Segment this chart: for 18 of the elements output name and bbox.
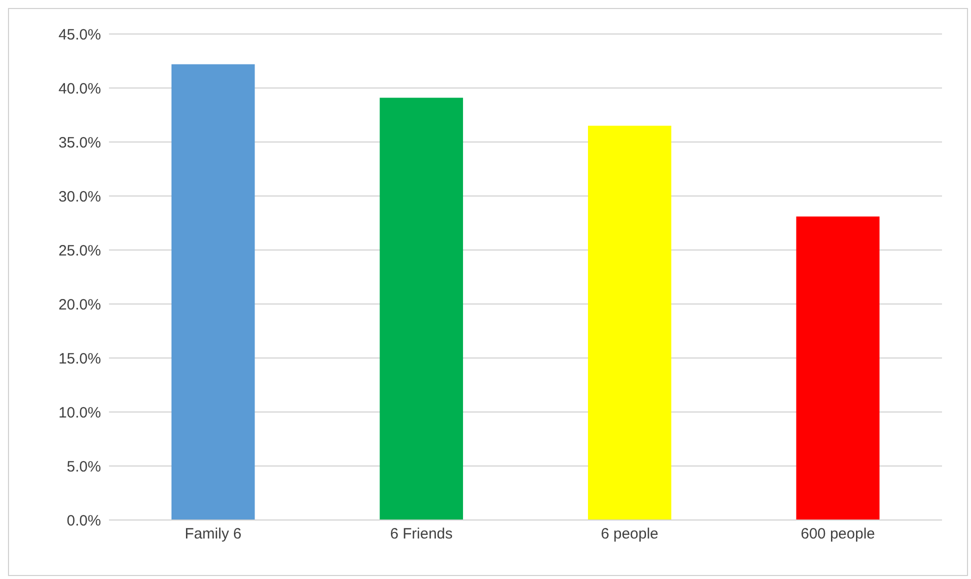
x-tick-label: 6 people (600, 526, 658, 543)
x-tick-label: 600 people (800, 526, 875, 543)
y-tick-label: 40.0% (58, 80, 101, 98)
y-tick-label: 45.0% (58, 26, 101, 44)
y-tick-label: 0.0% (66, 512, 101, 530)
y-tick-label: 5.0% (66, 458, 101, 476)
bar (796, 216, 880, 520)
y-tick-label: 30.0% (58, 188, 101, 206)
y-tick-label: 20.0% (58, 296, 101, 314)
bar (588, 126, 672, 520)
x-tick-label: 6 Friends (390, 526, 453, 543)
y-tick-label: 25.0% (58, 242, 101, 260)
x-tick-label: Family 6 (184, 526, 242, 543)
y-tick-label: 10.0% (58, 404, 101, 422)
y-tick-label: 35.0% (58, 134, 101, 152)
bar (171, 64, 255, 520)
y-tick-label: 15.0% (58, 350, 101, 368)
bar (380, 98, 464, 520)
